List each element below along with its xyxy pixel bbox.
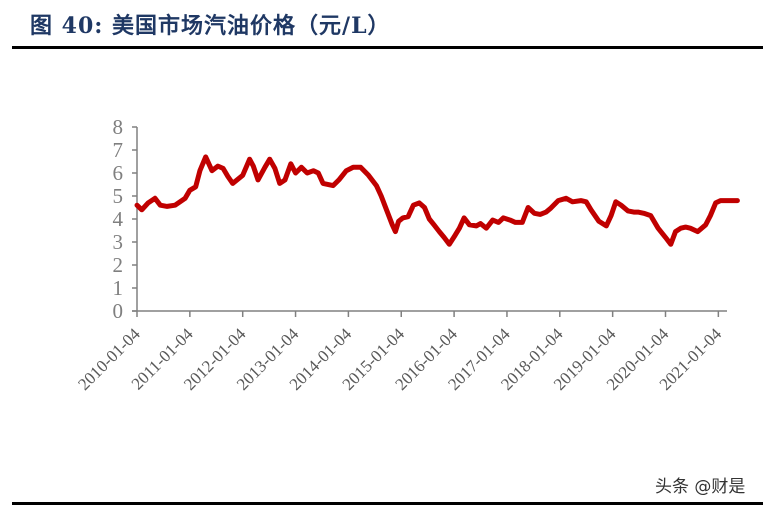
- gasoline-price-line: [134, 154, 740, 247]
- x-axis: 2010-01-042011-01-042012-01-042013-01-04…: [74, 310, 727, 394]
- y-tick-label: 4: [113, 207, 124, 231]
- bottom-divider: [12, 502, 763, 505]
- y-tick-label: 8: [113, 115, 124, 139]
- watermark: 头条 @财是: [655, 477, 746, 497]
- y-tick-label: 7: [113, 138, 124, 162]
- top-divider: [12, 46, 763, 49]
- y-tick-label: 5: [113, 184, 124, 208]
- y-tick-label: 6: [113, 161, 124, 185]
- y-tick-label: 3: [113, 230, 124, 254]
- y-tick-label: 0: [113, 299, 124, 323]
- figure-title: 图 40: 美国市场汽油价格（元/L）: [30, 13, 391, 39]
- y-tick-label: 1: [113, 276, 124, 300]
- y-tick-label: 2: [113, 253, 124, 277]
